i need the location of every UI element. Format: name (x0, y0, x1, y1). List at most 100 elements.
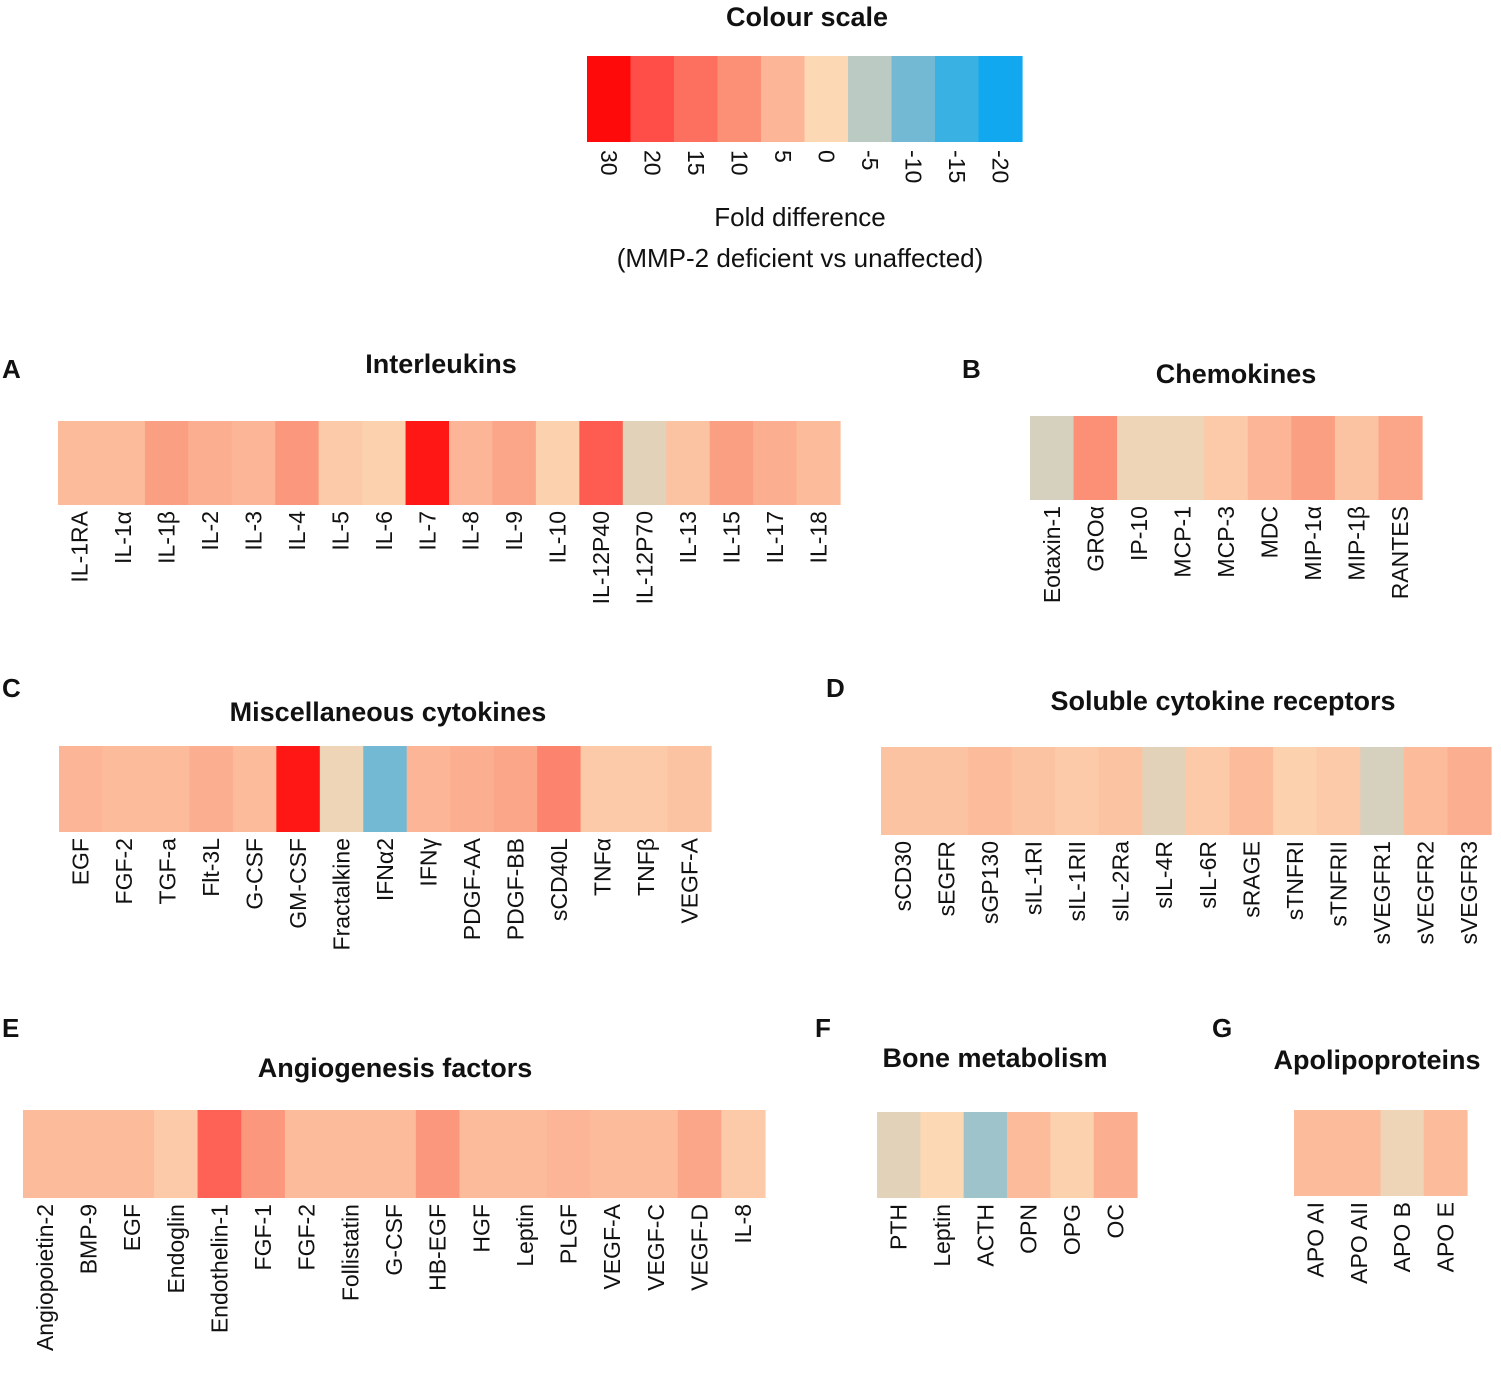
scale-swatch-10 (891, 56, 936, 142)
category-label: PDGF-AA (459, 837, 485, 940)
heatmap-cell-endothelin-1 (197, 1110, 242, 1198)
category-label: IL-9 (501, 511, 527, 551)
heatmap-cell-opn (1007, 1112, 1051, 1198)
category-label: GROα (1082, 506, 1108, 572)
category-label: sTNFRI (1282, 841, 1308, 920)
heatmap-cell-pdgf-bb (493, 746, 538, 832)
category-label: GM-CSF (285, 838, 311, 929)
heatmap-cell-il-8 (449, 421, 494, 505)
scale-swatch-5 (761, 56, 806, 142)
heatmap-cell-gro (1073, 416, 1118, 500)
category-label: APO AI (1303, 1202, 1329, 1277)
panel-miscellaneous-cytokines: C Miscellaneous cytokines EGF FGF-2 TGF-a Flt… (2, 673, 712, 950)
category-label: HGF (468, 1204, 494, 1253)
heatmap-cell-sil-1ri (1011, 747, 1056, 835)
category-label: IL-18 (805, 511, 831, 563)
heatmap-cell-segfr (924, 747, 969, 835)
heatmap-cell-il-8 (721, 1110, 766, 1198)
scale-tick-label: 15 (683, 150, 709, 176)
category-label: IL-8 (458, 511, 484, 551)
heatmap-cell-flt-3l (189, 746, 234, 832)
category-label: sGP130 (977, 841, 1003, 924)
category-label: MIP-1β (1344, 506, 1370, 581)
heatmap-cell-leptin (920, 1112, 965, 1198)
category-label: OPN (1016, 1204, 1042, 1254)
scale-tick-label: -15 (944, 150, 970, 183)
heatmap-cell-il-18 (796, 421, 841, 505)
heatmap-cell-apo-aii (1337, 1110, 1382, 1196)
heatmap-cell-rantes (1378, 416, 1423, 500)
heatmap-cell-apo-e (1423, 1110, 1468, 1196)
colour-scale-legend: Colour scale 30 20 15 10 5 0 -5 -10 -15 -20 Fold di… (587, 2, 1023, 273)
heatmap-cell-tnf (624, 746, 669, 832)
panel-letter: A (2, 354, 21, 384)
heatmap-cell-stnfrii (1316, 747, 1361, 835)
heatmap-cell-pth (877, 1112, 921, 1198)
scale-tick-label: 30 (596, 150, 622, 176)
category-label: sVEGFR2 (1413, 841, 1439, 945)
panel-interleukins: A Interleukins IL-1RA IL-1α IL-1β IL-2 IL-3 IL-… (2, 349, 841, 604)
heatmap-cell-acth (963, 1112, 1008, 1198)
heatmap-cell-fgf-2 (284, 1110, 330, 1198)
heatmap-cell-mcp-3 (1204, 416, 1249, 500)
panel-apolipoproteins: G Apolipoproteins APO AI APO AII APO B APO E (1212, 1013, 1480, 1284)
panel-soluble-cytokine-receptors: D Soluble cytokine receptors sCD30 sEGFR sGP… (826, 673, 1492, 945)
category-label: VEGF-A (676, 837, 702, 923)
heatmap-cell-vegf-a (667, 746, 712, 832)
panel-title: Chemokines (1156, 359, 1317, 389)
heatmap-cell-il-7 (405, 421, 450, 505)
category-label: TNFα (589, 838, 615, 896)
category-label: IL-4 (284, 511, 310, 551)
heatmap-cell-oc (1093, 1112, 1138, 1198)
category-label: IL-15 (718, 511, 744, 563)
panel-chemokines: B Chemokines Eotaxin-1 GROα IP-10 MCP-1 MCP-3 M… (962, 354, 1423, 603)
heatmap-cell-svegfr2 (1403, 747, 1449, 835)
heatmap-cell-tgf-a (145, 746, 190, 832)
category-label: Endoglin (163, 1204, 189, 1294)
heatmap-cell-il-12p70 (622, 421, 667, 505)
heatmap-cell-il-6 (362, 421, 407, 505)
heatmap-cell-il-4 (275, 421, 320, 505)
heatmap-cell-opg (1050, 1112, 1095, 1198)
category-label: BMP-9 (75, 1204, 101, 1274)
category-label: Fractalkine (329, 838, 355, 950)
category-label: sIL-6R (1195, 841, 1221, 909)
category-label: FGF-1 (250, 1204, 276, 1270)
category-label: APO AII (1346, 1202, 1372, 1284)
category-label: G-CSF (381, 1204, 407, 1276)
category-label: sVEGFR1 (1369, 841, 1395, 945)
heatmap-cell-egf (59, 746, 104, 832)
category-label: Endothelin-1 (206, 1204, 232, 1333)
scale-swatch-30 (587, 56, 632, 142)
heatmap-cell-il-5 (318, 421, 363, 505)
category-label: OC (1102, 1204, 1128, 1239)
category-label: MDC (1257, 506, 1283, 558)
panel-letter: G (1212, 1013, 1232, 1043)
heatmap-cell-plgf (546, 1110, 592, 1198)
category-label: VEGF-C (643, 1204, 669, 1291)
category-label: FGF-2 (111, 838, 137, 904)
heatmap-cell-il-3 (231, 421, 276, 505)
heatmap-cell-il-17 (753, 421, 798, 505)
category-label: EGF (119, 1204, 145, 1251)
heatmap-cell-ifn (406, 746, 451, 832)
heatmap-cell-sil-1rii (1055, 747, 1100, 835)
heatmap-cell-sil-6r (1186, 747, 1231, 835)
heatmap-cell-leptin (503, 1110, 548, 1198)
scale-swatch-5 (848, 56, 893, 142)
category-label: sCD40L (546, 838, 572, 921)
scale-swatch-15 (935, 56, 980, 142)
scale-swatch-0 (804, 56, 849, 142)
heatmap-cell-follistatin (328, 1110, 373, 1198)
category-label: APO E (1432, 1202, 1458, 1272)
category-label: PLGF (556, 1204, 582, 1264)
category-label: PDGF-BB (502, 838, 528, 940)
category-label: IL-12P70 (632, 511, 658, 604)
scale-swatch-20 (978, 56, 1023, 142)
category-label: IP-10 (1126, 506, 1152, 561)
category-label: sRAGE (1238, 841, 1264, 918)
heatmap-cell-vegf-c (634, 1110, 679, 1198)
category-label: G-CSF (242, 838, 268, 910)
panel-title: Apolipoproteins (1274, 1045, 1481, 1075)
